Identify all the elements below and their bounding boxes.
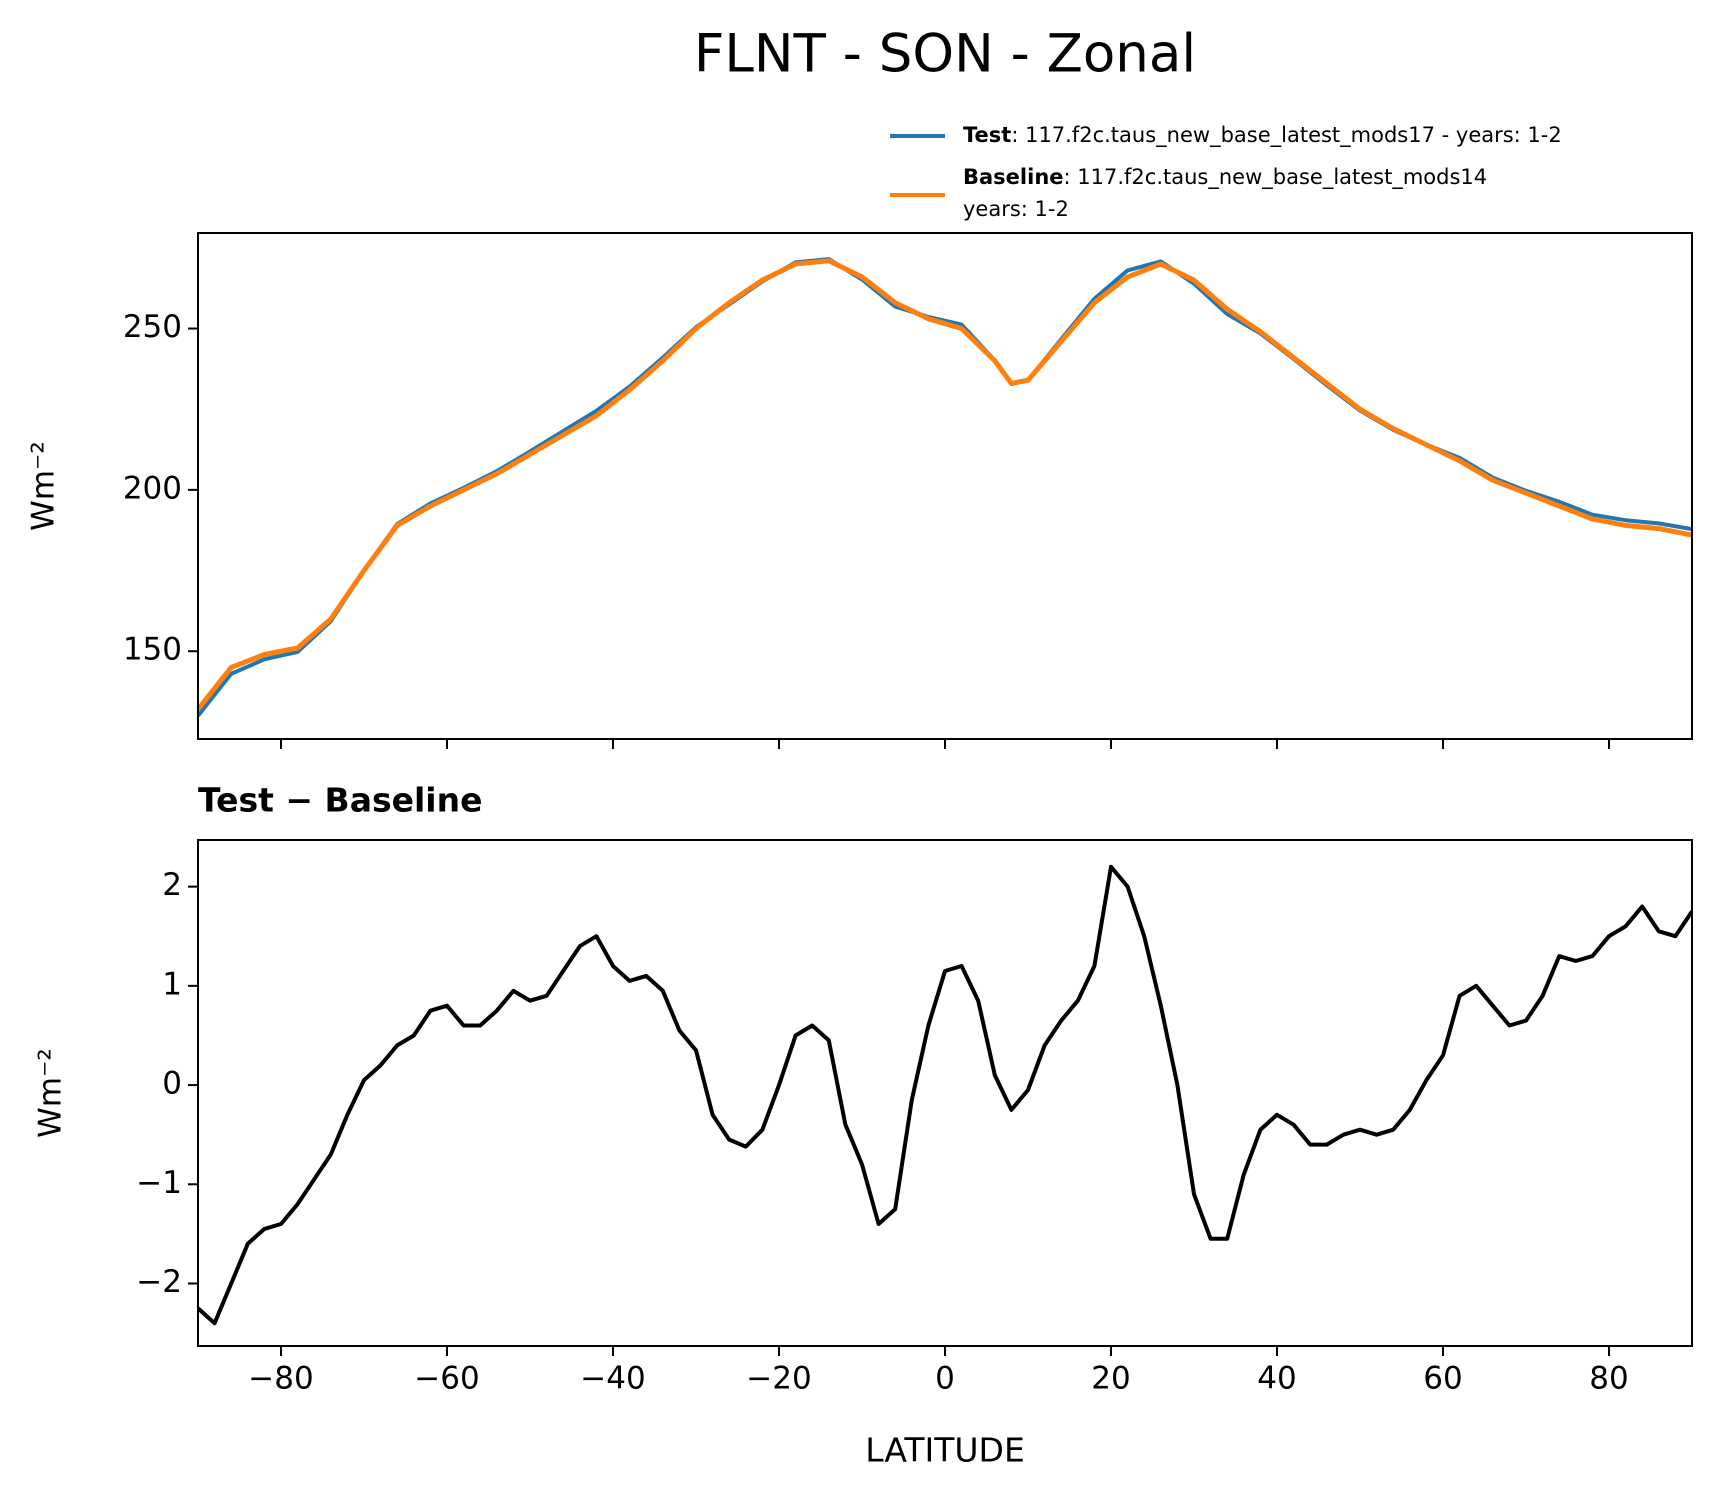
axes-frame: [197, 839, 1693, 1347]
x-tick-label: −80: [248, 1361, 313, 1397]
axes-frame: [197, 232, 1693, 740]
y-tick-label: 2: [162, 867, 182, 903]
y-tick-label: 150: [123, 632, 182, 668]
x-tick-label: 80: [1589, 1361, 1628, 1397]
x-tick-label: 60: [1423, 1361, 1462, 1397]
legend-name: Test: [963, 123, 1011, 147]
legend-description: years: 1-2: [963, 197, 1069, 221]
legend-label: Baseline: 117.f2c.taus_new_base_latest_m…: [963, 165, 1487, 190]
data-line: [198, 257, 1692, 718]
y-axis-label: Wm⁻²: [26, 441, 62, 531]
legend-label: Test: 117.f2c.taus_new_base_latest_mods1…: [963, 123, 1562, 148]
x-tick-label: −20: [746, 1361, 811, 1397]
x-tick-label: −60: [414, 1361, 479, 1397]
y-tick-label: −1: [136, 1165, 182, 1201]
y-axis-label: Wm⁻²: [33, 1048, 69, 1138]
x-tick-label: 40: [1257, 1361, 1296, 1397]
x-tick-label: 20: [1091, 1361, 1130, 1397]
data-line: [198, 864, 1692, 1326]
legend-name: Baseline: [963, 165, 1064, 189]
y-tick-label: 0: [162, 1066, 182, 1102]
y-tick-label: −2: [136, 1264, 182, 1300]
y-tick-label: 200: [123, 470, 182, 506]
y-tick-label: 250: [123, 309, 182, 345]
y-tick-label: 1: [162, 966, 182, 1002]
x-tick-label: 0: [935, 1361, 955, 1397]
x-axis-label: LATITUDE: [865, 1431, 1025, 1470]
x-tick-label: −40: [580, 1361, 645, 1397]
legend-description: : 117.f2c.taus_new_base_latest_mods14: [1064, 165, 1488, 190]
panel-title: Test − Baseline: [198, 781, 483, 820]
data-line: [198, 258, 1692, 711]
legend-description: : 117.f2c.taus_new_base_latest_mods17 - …: [1011, 123, 1561, 148]
figure-title: FLNT - SON - Zonal: [694, 24, 1196, 85]
